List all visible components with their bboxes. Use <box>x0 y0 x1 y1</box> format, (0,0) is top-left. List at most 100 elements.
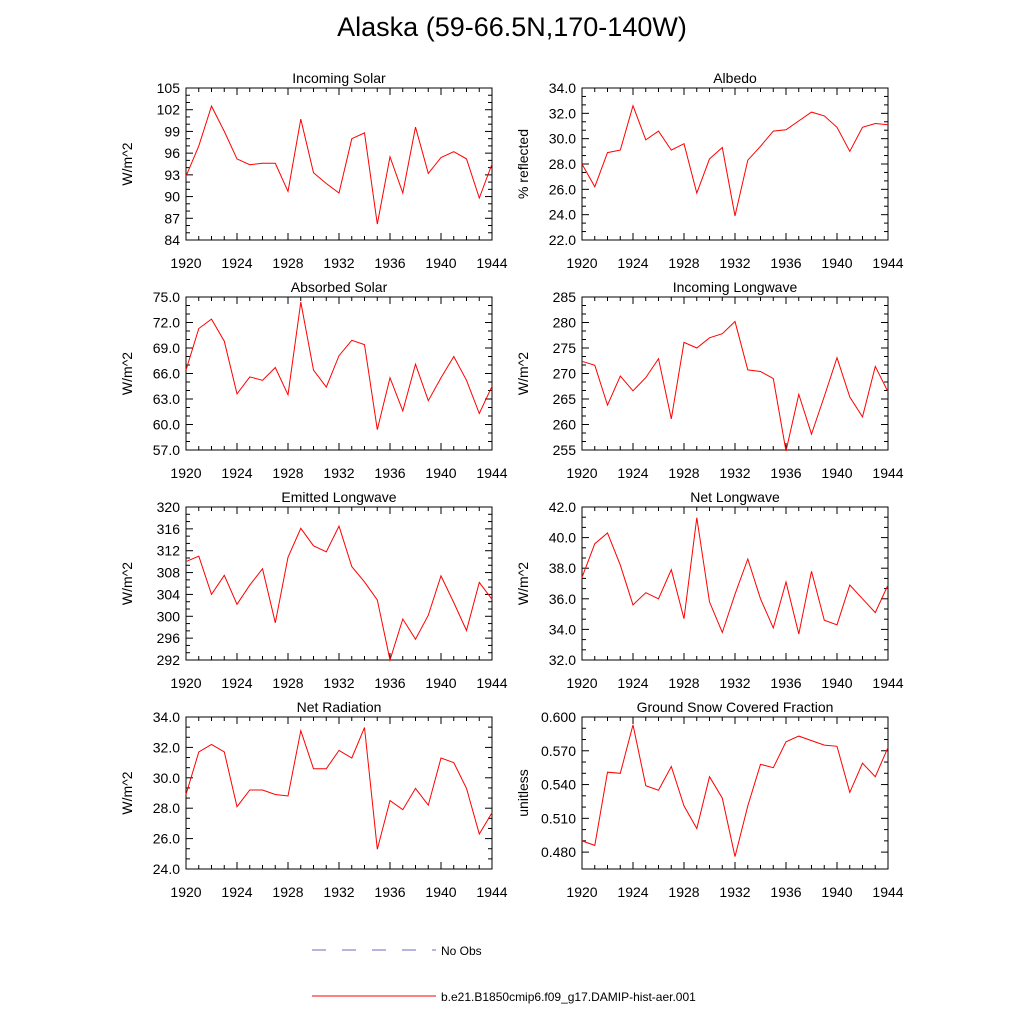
y-axis-label: W/m^2 <box>515 562 531 605</box>
x-tick-label: 1928 <box>668 675 699 691</box>
series-line <box>581 517 889 635</box>
y-tick-label: 32.0 <box>153 739 180 755</box>
panel-2: Albedo % reflected 22.0 24.0 26.0 28.0 30.0 32.… <box>515 70 904 271</box>
y-tick-label: 28.0 <box>549 156 576 172</box>
y-tick-label: 102 <box>157 102 181 118</box>
y-tick-label: 32.0 <box>549 652 576 668</box>
panel-title: Incoming Solar <box>292 70 386 86</box>
x-tick-label: 1920 <box>566 255 597 271</box>
y-tick-label: 0.510 <box>541 810 576 826</box>
x-tick-label: 1924 <box>221 465 252 481</box>
x-tick-label: 1928 <box>272 884 303 900</box>
y-tick-label: 96 <box>164 145 180 161</box>
y-tick-label: 300 <box>157 608 181 624</box>
series-line <box>581 104 889 217</box>
x-tick-label: 1940 <box>425 465 456 481</box>
y-tick-label: 316 <box>157 521 181 537</box>
series-line <box>185 727 493 850</box>
x-tick-label: 1944 <box>476 255 507 271</box>
y-tick-label: 280 <box>553 315 577 331</box>
x-tick-label: 1924 <box>617 675 648 691</box>
panel-title: Emitted Longwave <box>281 489 396 505</box>
x-tick-label: 1936 <box>374 884 405 900</box>
x-tick-label: 1924 <box>617 465 648 481</box>
x-tick-label: 1932 <box>323 884 354 900</box>
y-tick-label: 270 <box>553 366 577 382</box>
x-tick-label: 1932 <box>719 255 750 271</box>
x-tick-label: 1932 <box>323 255 354 271</box>
x-tick-label: 1932 <box>323 465 354 481</box>
plot-frame <box>185 506 493 661</box>
panel-1: Incoming Solar W/m^2 84 87 90 93 96 99 102 105 192… <box>119 70 508 271</box>
y-tick-label: 30.0 <box>153 770 180 786</box>
y-tick-label: 34.0 <box>549 621 576 637</box>
y-tick-label: 72.0 <box>153 315 180 331</box>
x-tick-label: 1936 <box>374 255 405 271</box>
panel-title: Ground Snow Covered Fraction <box>637 699 834 715</box>
y-axis-label: W/m^2 <box>119 562 135 605</box>
y-tick-label: 285 <box>553 289 577 305</box>
x-tick-label: 1944 <box>872 255 903 271</box>
x-tick-label: 1924 <box>617 255 648 271</box>
y-axis-label: W/m^2 <box>119 771 135 814</box>
x-tick-label: 1920 <box>170 675 201 691</box>
x-tick-label: 1924 <box>221 884 252 900</box>
x-tick-label: 1936 <box>770 465 801 481</box>
legend-model-label: b.e21.B1850cmip6.f09_g17.DAMIP-hist-aer.… <box>441 990 696 1004</box>
x-tick-label: 1920 <box>566 465 597 481</box>
y-tick-label: 292 <box>157 652 181 668</box>
y-tick-label: 36.0 <box>549 591 576 607</box>
y-axis-label: W/m^2 <box>119 352 135 395</box>
y-tick-label: 24.0 <box>153 861 180 877</box>
plot-frame <box>185 716 493 870</box>
x-tick-label: 1940 <box>821 465 852 481</box>
series-line <box>185 524 493 662</box>
x-tick-label: 1940 <box>425 255 456 271</box>
panel-title: Absorbed Solar <box>291 279 388 295</box>
x-tick-label: 1940 <box>821 255 852 271</box>
y-tick-label: 60.0 <box>153 417 180 433</box>
y-tick-label: 69.0 <box>153 340 180 356</box>
y-tick-label: 255 <box>553 442 577 458</box>
y-tick-label: 99 <box>164 123 180 139</box>
y-tick-label: 24.0 <box>549 207 576 223</box>
panel-title: Net Longwave <box>690 489 780 505</box>
x-tick-label: 1932 <box>719 465 750 481</box>
y-tick-label: 312 <box>157 543 181 559</box>
legend: No Obs b.e21.B1850cmip6.f09_g17.DAMIP-his… <box>312 944 696 1004</box>
x-tick-label: 1920 <box>170 884 201 900</box>
x-tick-label: 1936 <box>374 675 405 691</box>
y-tick-label: 22.0 <box>549 232 576 248</box>
y-tick-label: 26.0 <box>153 831 180 847</box>
x-tick-label: 1940 <box>425 884 456 900</box>
panel-3: Absorbed Solar W/m^2 57.0 60.0 63.0 66.0 69.0 7… <box>119 279 508 481</box>
y-tick-label: 84 <box>164 232 180 248</box>
x-tick-label: 1928 <box>272 675 303 691</box>
x-tick-label: 1936 <box>770 884 801 900</box>
y-tick-label: 66.0 <box>153 366 180 382</box>
panel-5: Emitted Longwave W/m^2 292 296 300 304 308 312 3… <box>119 489 508 691</box>
y-axis-label: % reflected <box>515 129 531 199</box>
x-tick-label: 1932 <box>323 675 354 691</box>
x-tick-label: 1936 <box>374 465 405 481</box>
panel-6: Net Longwave W/m^2 32.0 34.0 36.0 38.0 40.0 42.… <box>515 489 904 691</box>
panel-8: Ground Snow Covered Fraction unitless 0.48… <box>515 699 904 900</box>
x-tick-label: 1944 <box>872 675 903 691</box>
y-axis-label: unitless <box>515 769 531 816</box>
x-tick-label: 1932 <box>719 884 750 900</box>
y-tick-label: 34.0 <box>153 709 180 725</box>
x-tick-label: 1944 <box>476 884 507 900</box>
y-tick-label: 0.480 <box>541 844 576 860</box>
x-tick-label: 1924 <box>221 675 252 691</box>
y-tick-label: 320 <box>157 499 181 515</box>
y-tick-label: 90 <box>164 189 180 205</box>
y-tick-label: 57.0 <box>153 442 180 458</box>
y-axis-label: W/m^2 <box>119 142 135 185</box>
x-tick-label: 1944 <box>872 884 903 900</box>
plot-frame <box>185 87 493 241</box>
x-tick-label: 1928 <box>668 255 699 271</box>
y-axis-label: W/m^2 <box>515 352 531 395</box>
y-tick-label: 28.0 <box>153 800 180 816</box>
